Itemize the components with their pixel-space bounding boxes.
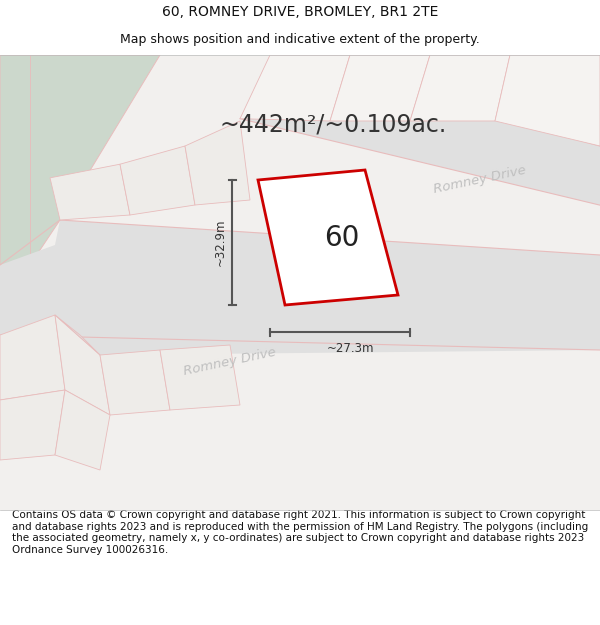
Polygon shape <box>0 220 600 355</box>
Text: 60: 60 <box>324 224 359 251</box>
Polygon shape <box>55 390 110 470</box>
Polygon shape <box>240 55 350 121</box>
Polygon shape <box>0 315 65 400</box>
Polygon shape <box>185 121 250 205</box>
Polygon shape <box>160 345 240 410</box>
Polygon shape <box>100 350 170 415</box>
Polygon shape <box>50 164 130 220</box>
Text: ~27.3m: ~27.3m <box>326 342 374 355</box>
Text: 60, ROMNEY DRIVE, BROMLEY, BR1 2TE: 60, ROMNEY DRIVE, BROMLEY, BR1 2TE <box>162 5 438 19</box>
Polygon shape <box>0 55 160 310</box>
Polygon shape <box>240 55 600 205</box>
Polygon shape <box>55 315 110 415</box>
Polygon shape <box>120 146 195 215</box>
Text: ~32.9m: ~32.9m <box>214 219 227 266</box>
Text: Romney Drive: Romney Drive <box>433 164 527 196</box>
Polygon shape <box>258 170 398 305</box>
Text: Map shows position and indicative extent of the property.: Map shows position and indicative extent… <box>120 33 480 46</box>
Polygon shape <box>330 55 430 121</box>
Polygon shape <box>55 315 100 355</box>
Polygon shape <box>0 55 600 510</box>
Text: Contains OS data © Crown copyright and database right 2021. This information is : Contains OS data © Crown copyright and d… <box>12 510 588 555</box>
Polygon shape <box>495 55 600 146</box>
Polygon shape <box>410 55 510 121</box>
Polygon shape <box>0 390 65 460</box>
Text: ~442m²/~0.109ac.: ~442m²/~0.109ac. <box>220 113 447 137</box>
Text: Romney Drive: Romney Drive <box>182 346 277 378</box>
